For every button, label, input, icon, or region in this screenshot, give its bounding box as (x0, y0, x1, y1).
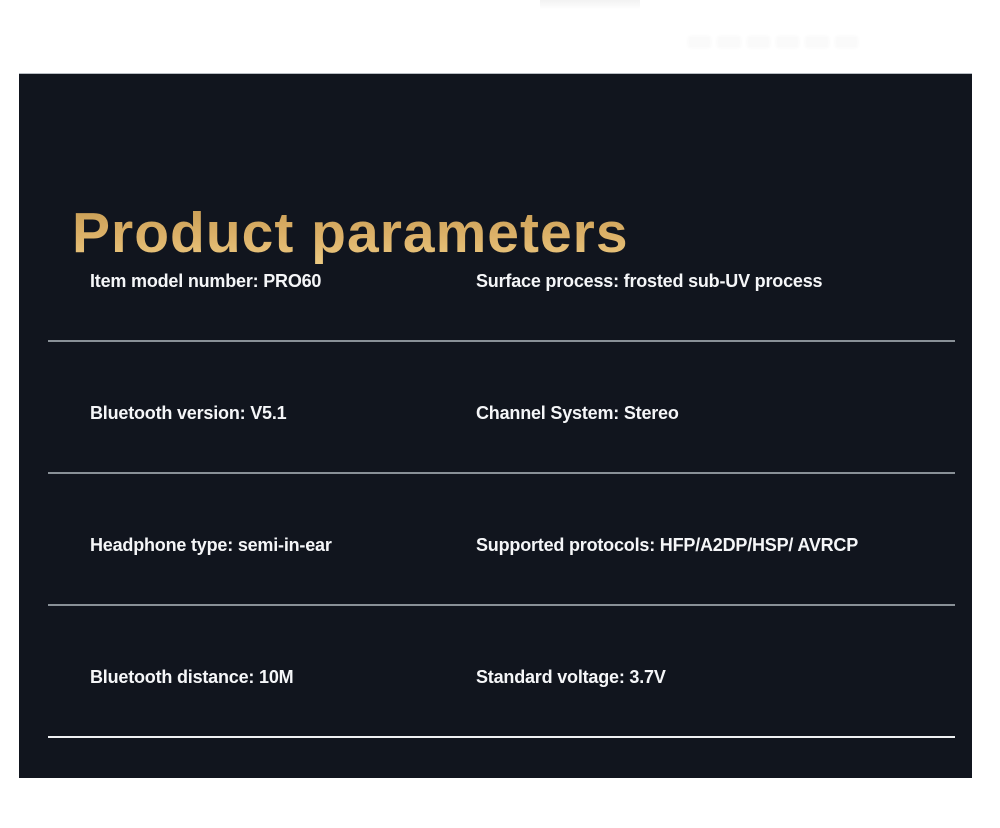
watermark-glyph (834, 36, 858, 48)
row-divider (48, 736, 955, 738)
page-title: Product parameters (72, 201, 629, 265)
parameter-right: Supported protocols: HFP/A2DP/HSP/ AVRCP (476, 535, 859, 555)
parameter-row: Bluetooth distance: 10M Standard voltage… (19, 606, 972, 738)
row-divider (48, 472, 955, 474)
watermark-glyph (688, 36, 712, 48)
row-divider (48, 604, 955, 606)
parameter-row: Item model number: PRO60 Surface process… (19, 210, 972, 342)
top-remnant-bar (540, 0, 640, 9)
watermark-glyph (746, 36, 770, 48)
parameter-right: Channel System: Stereo (476, 403, 679, 423)
parameter-left: Bluetooth distance: 10M (90, 667, 294, 687)
parameter-left: Headphone type: semi-in-ear (90, 535, 332, 555)
parameter-left: Item model number: PRO60 (90, 271, 322, 291)
parameter-right: Standard voltage: 3.7V (476, 667, 666, 687)
parameter-row: Bluetooth version: V5.1 Channel System: … (19, 342, 972, 474)
watermark-glyph (717, 36, 741, 48)
row-divider (48, 340, 955, 342)
watermark-glyph (805, 36, 829, 48)
parameters-list: Item model number: PRO60 Surface process… (19, 210, 972, 738)
faint-watermark (688, 33, 858, 51)
parameter-left: Bluetooth version: V5.1 (90, 403, 287, 423)
parameter-right: Surface process: frosted sub-UV process (476, 271, 823, 291)
parameter-row: Headphone type: semi-in-ear Supported pr… (19, 474, 972, 606)
watermark-glyph (775, 36, 800, 48)
product-parameters-card: Product parameters Item model number: PR… (19, 73, 972, 778)
